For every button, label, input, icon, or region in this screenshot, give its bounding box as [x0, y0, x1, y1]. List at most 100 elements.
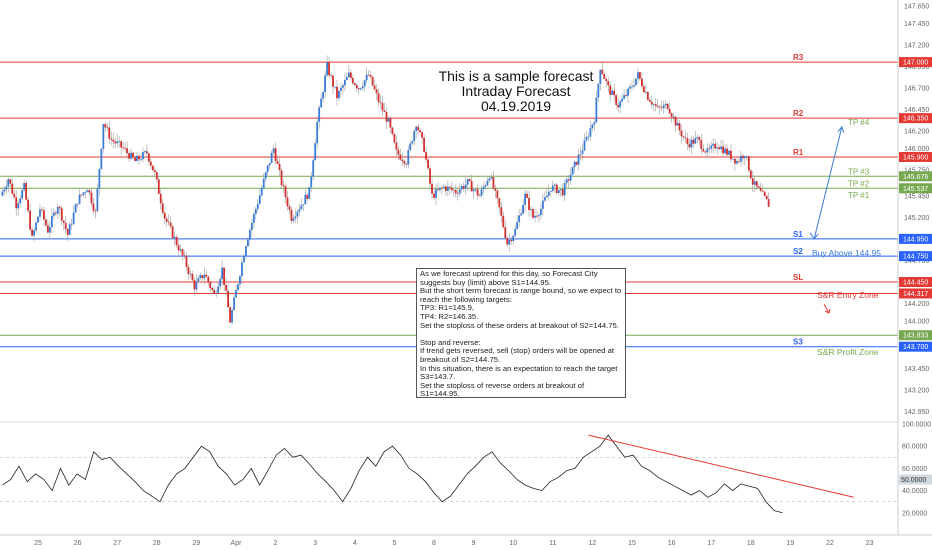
- candle-body: [147, 153, 150, 162]
- candle-body: [545, 195, 548, 198]
- candle-body: [235, 290, 237, 298]
- candle-body: [369, 75, 372, 77]
- level-name: SL: [793, 273, 803, 282]
- candle-body: [480, 189, 483, 196]
- osc-last-tag: [899, 474, 932, 485]
- candle-body: [92, 203, 95, 211]
- candle-body: [625, 95, 627, 96]
- candle-body: [126, 148, 128, 154]
- candle-body: [177, 245, 180, 251]
- candle-body: [320, 98, 323, 108]
- candle-body: [555, 184, 558, 194]
- candle-body: [431, 183, 433, 194]
- candle-body: [132, 152, 134, 158]
- candle-body: [486, 180, 489, 186]
- candle-body: [258, 195, 261, 204]
- candle-body: [603, 74, 606, 79]
- price-tag: [899, 233, 932, 244]
- candle-body: [761, 190, 764, 192]
- candle-body: [734, 158, 736, 164]
- candle-body: [48, 227, 51, 233]
- candle-body: [415, 126, 418, 132]
- candle-body: [1, 191, 4, 196]
- time-tick-label: 23: [866, 540, 874, 547]
- candle-body: [199, 275, 202, 279]
- oscillator-pane: [0, 421, 898, 514]
- candle-body: [102, 124, 105, 149]
- price-tick-label: 146.700: [904, 85, 929, 92]
- level-name: S2: [793, 247, 803, 256]
- candle-body: [587, 136, 590, 138]
- candle-body: [363, 80, 366, 87]
- price-tick-label: 144.000: [904, 318, 929, 325]
- candle-body: [718, 147, 721, 150]
- candle-body: [17, 203, 20, 209]
- price-tag-label: 147.000: [903, 60, 928, 67]
- candle-body: [712, 143, 715, 146]
- candle-body: [755, 181, 758, 187]
- candle-body: [516, 222, 519, 229]
- candle-body: [512, 235, 515, 241]
- candle-body: [88, 190, 91, 193]
- candle-body: [577, 154, 580, 165]
- candle-body: [492, 177, 495, 189]
- candle-body: [41, 209, 43, 211]
- candle-body: [385, 112, 388, 122]
- candle-body: [96, 188, 99, 211]
- candle-body: [183, 255, 186, 257]
- candle-body: [405, 163, 408, 165]
- candle-body: [252, 214, 255, 223]
- candle-body: [391, 127, 394, 134]
- price-tag-label: 144.317: [903, 291, 928, 298]
- candle-body: [611, 90, 614, 95]
- level-name: TP #3: [848, 167, 870, 176]
- candle-body: [411, 141, 414, 144]
- candle-body: [393, 133, 396, 143]
- candle-body: [82, 192, 85, 195]
- candle-body: [454, 190, 457, 194]
- candle-body: [193, 280, 196, 290]
- candle-body: [561, 189, 564, 196]
- candle-body: [312, 160, 315, 177]
- candle-body: [138, 155, 140, 160]
- candle-body: [763, 191, 766, 196]
- candle-body: [429, 168, 431, 184]
- tp1-label: TP #1: [848, 191, 870, 200]
- price-tag-label: 144.950: [903, 236, 928, 243]
- price-tag-label: 143.833: [903, 333, 928, 340]
- candle-body: [78, 194, 81, 204]
- chart-annotations: TP #4 TP #1 Buy Above 144.95 S&R Entry Zone…: [809, 118, 881, 357]
- candle-body: [484, 185, 487, 187]
- time-tick-label: 10: [509, 540, 517, 547]
- candle-body: [345, 77, 348, 81]
- candle-body: [656, 106, 659, 107]
- candle-body: [336, 86, 338, 99]
- candle-body: [84, 192, 87, 193]
- candle-body: [108, 127, 111, 139]
- candle-body: [52, 212, 55, 216]
- candle-body: [557, 189, 560, 194]
- candle-body: [375, 89, 378, 94]
- candle-body: [534, 215, 536, 218]
- candle-body: [66, 228, 69, 235]
- candle-body: [670, 113, 673, 118]
- candle-body: [264, 172, 267, 179]
- candle-body: [751, 178, 754, 185]
- candle-body: [136, 155, 138, 162]
- candle-body: [64, 223, 67, 229]
- candle-body: [349, 72, 352, 78]
- candle-body: [165, 218, 168, 222]
- candle-body: [674, 116, 677, 126]
- candle-body: [231, 309, 233, 323]
- candle-body: [229, 307, 231, 323]
- time-tick-label: 29: [193, 540, 201, 547]
- time-tick-label: 9: [472, 540, 476, 547]
- candle-body: [706, 148, 709, 153]
- candle-body: [607, 81, 610, 86]
- candle-body: [619, 101, 622, 108]
- candle-body: [185, 256, 188, 268]
- reverse-arrow: [823, 303, 830, 314]
- candle-body: [191, 273, 194, 281]
- level-name: R2: [793, 109, 804, 118]
